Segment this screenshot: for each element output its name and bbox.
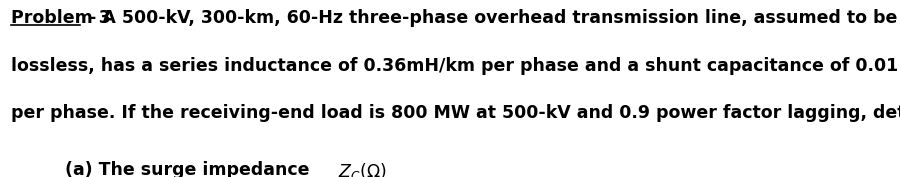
Text: Problem 3: Problem 3 (11, 9, 111, 27)
Text: $Z_C(\Omega)$: $Z_C(\Omega)$ (338, 161, 386, 177)
Text: lossless, has a series inductance of 0.36mH/km per phase and a shunt capacitance: lossless, has a series inductance of 0.3… (11, 57, 900, 75)
Text: per phase. If the receiving-end load is 800 MW at 500-kV and 0.9 power factor la: per phase. If the receiving-end load is … (11, 104, 900, 122)
Text: - A 500-kV, 300-km, 60-Hz three-phase overhead transmission line, assumed to be: - A 500-kV, 300-km, 60-Hz three-phase ov… (83, 9, 897, 27)
Text: (a) The surge impedance: (a) The surge impedance (65, 161, 310, 177)
